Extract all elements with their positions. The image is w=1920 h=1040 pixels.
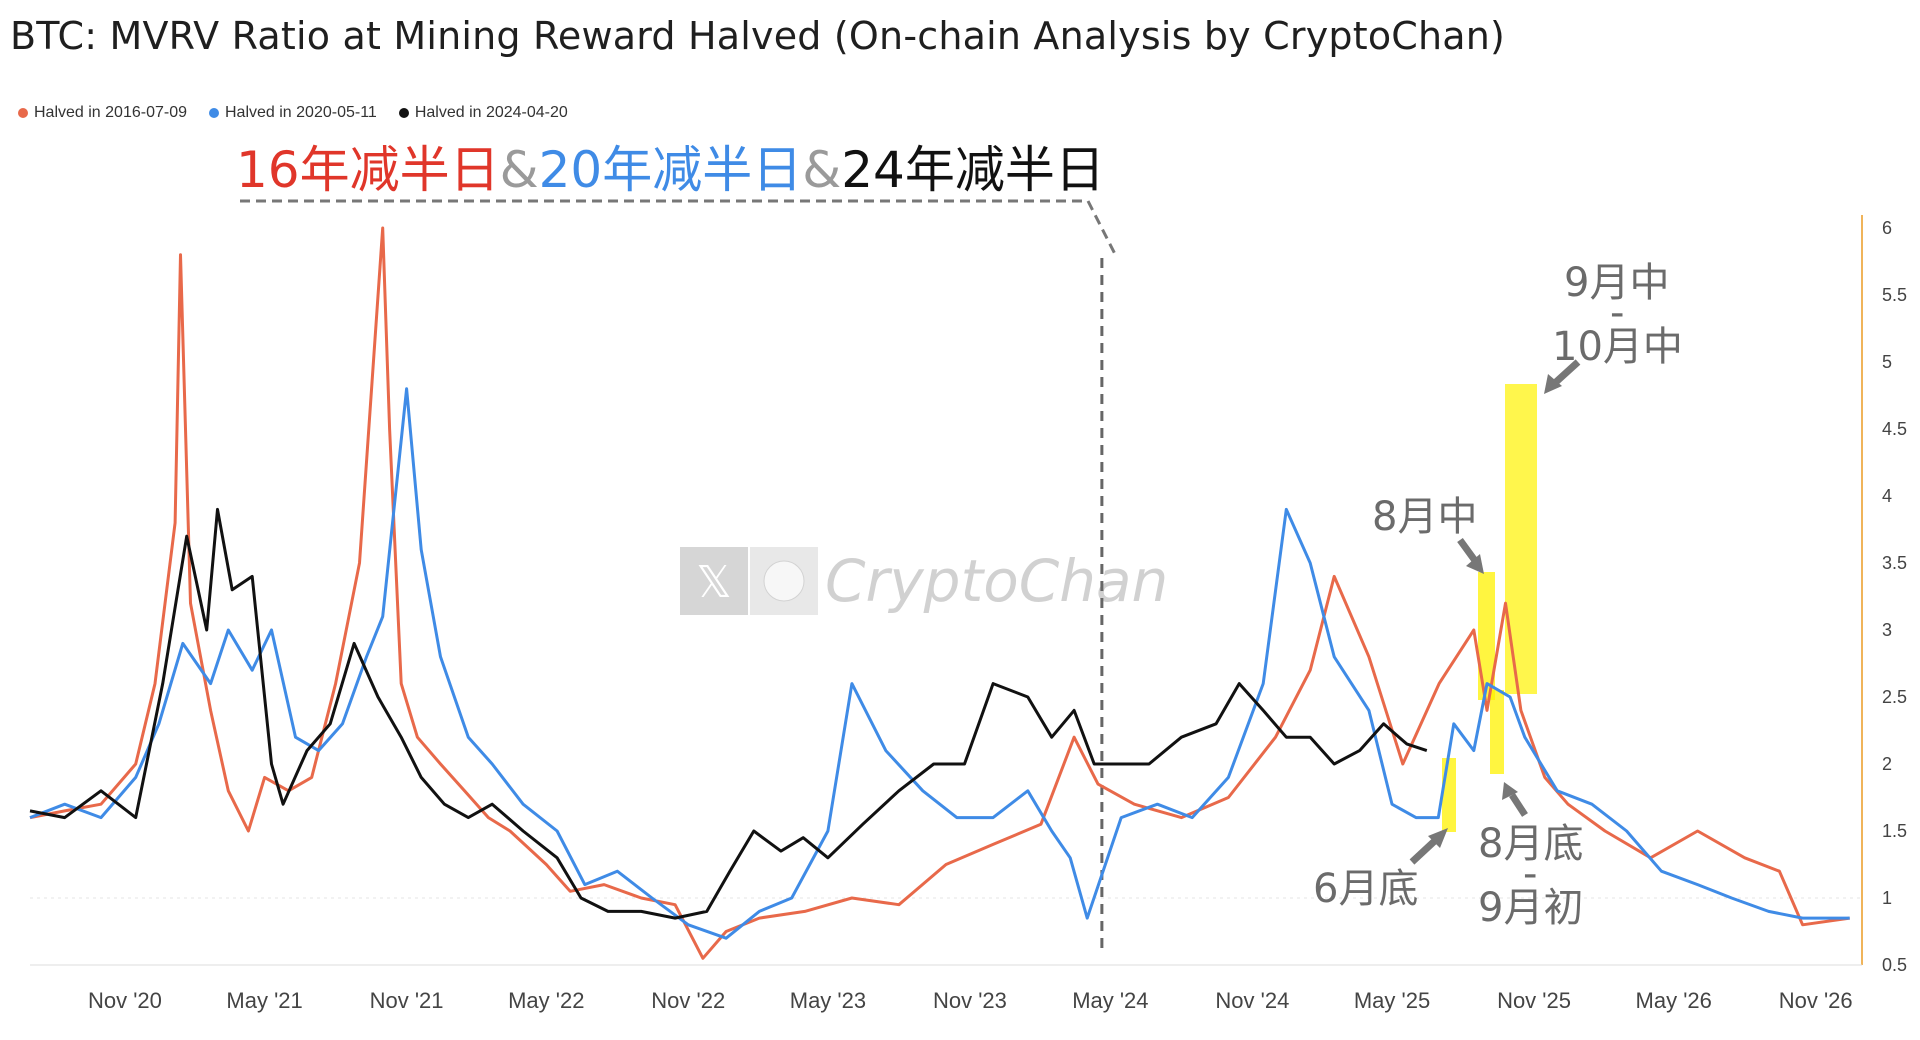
headline-sep: & (802, 141, 841, 199)
legend-item-2016[interactable]: Halved in 2016-07-09 (18, 104, 187, 122)
x-tick-label: Nov '20 (88, 988, 162, 1013)
highlight-late-june (1442, 758, 1456, 832)
x-tick-label: May '26 (1636, 988, 1712, 1013)
x-tick-label: May '24 (1072, 988, 1148, 1013)
legend-dot-icon (209, 108, 219, 118)
x-axis-ticks: Nov '20 May '21 Nov '21 May '22 Nov '22 May '… (88, 988, 1853, 1013)
x-tick-label: Nov '24 (1215, 988, 1289, 1013)
arrowhead-icon (1544, 374, 1562, 394)
legend-label: Halved in 2024-04-20 (414, 104, 568, 121)
annotation-mid-sep-dash: - (1610, 290, 1624, 336)
y-tick-label: 4.5 (1882, 419, 1907, 439)
x-tick-label: May '22 (508, 988, 584, 1013)
y-tick-label: 1.5 (1882, 821, 1907, 841)
arrowhead-icon (1502, 782, 1518, 800)
arrowhead-icon (1428, 828, 1448, 848)
x-tick-label: Nov '21 (370, 988, 444, 1013)
legend-dot-icon (398, 108, 409, 118)
arrow-late-aug (1509, 793, 1528, 817)
y-tick-label: 5.5 (1882, 285, 1907, 305)
y-tick-label: 4 (1882, 486, 1892, 506)
y-tick-label: 2.5 (1882, 687, 1907, 707)
annotation-mid-sep-line1: 9月中 (1564, 260, 1669, 306)
watermark: 𝕏 CryptoChan (680, 547, 1168, 615)
legend-dot-icon (18, 108, 28, 118)
x-tick-label: Nov '25 (1497, 988, 1571, 1013)
legend-label: Halved in 2016-07-09 (34, 104, 187, 121)
y-tick-label: 3 (1882, 620, 1892, 640)
arrow-mid-sep (1553, 359, 1581, 385)
annotation-late-aug-dash: - (1523, 851, 1537, 897)
legend-label: Halved in 2020-05-11 (225, 104, 377, 121)
headline: 16年减半日&20年减半日&24年减半日 (236, 141, 1105, 199)
y-tick-label: 5 (1882, 352, 1892, 372)
annotation-mid-aug: 8月中 (1372, 494, 1477, 540)
headline-2016: 16年减半日 (236, 141, 500, 199)
chart-title: BTC: MVRV Ratio at Mining Reward Halved … (10, 14, 1506, 58)
legend: Halved in 2016-07-09 Halved in 2020-05-1… (18, 104, 568, 122)
x-tick-label: May '25 (1354, 988, 1430, 1013)
x-tick-label: Nov '22 (651, 988, 725, 1013)
y-tick-label: 0.5 (1882, 955, 1907, 975)
x-tick-label: Nov '26 (1779, 988, 1853, 1013)
highlight-late-aug-early-sep (1490, 690, 1504, 774)
x-logo-icon (680, 547, 748, 615)
series-lines (29, 226, 1850, 960)
y-tick-label: 3.5 (1882, 553, 1907, 573)
y-axis-ticks: 0.5 1 1.5 2 2.5 3 3.5 4 4.5 5 5.5 6 (1882, 218, 1907, 975)
headline-2024: 24年减半日 (841, 141, 1105, 199)
highlight-mid-sep-mid-oct (1505, 384, 1537, 694)
annotation-late-june: 6月底 (1313, 866, 1418, 912)
legend-item-2024[interactable]: Halved in 2024-04-20 (398, 104, 568, 122)
arrow-mid-aug (1457, 537, 1479, 565)
x-tick-label: May '23 (790, 988, 866, 1013)
y-tick-label: 2 (1882, 754, 1892, 774)
svg-text:𝕏: 𝕏 (696, 557, 731, 608)
series-line-2024 (29, 507, 1428, 920)
highlight-mid-aug (1478, 572, 1495, 700)
watermark-text: CryptoChan (825, 547, 1168, 615)
x-tick-label: Nov '23 (933, 988, 1007, 1013)
arrowhead-icon (1466, 554, 1484, 574)
y-tick-label: 6 (1882, 218, 1892, 238)
annotation-early-sep-line2: 9月初 (1478, 885, 1583, 931)
headline-sep: & (500, 141, 539, 199)
headline-2020: 20年减半日 (539, 141, 803, 199)
annotations: 6月底 8月中 8月底 - 9月初 9月中 - 10月中 (1313, 260, 1683, 931)
headline-connector (240, 199, 1119, 259)
legend-item-2020[interactable]: Halved in 2020-05-11 (209, 104, 377, 122)
y-tick-label: 1 (1882, 888, 1892, 908)
x-tick-label: May '21 (226, 988, 302, 1013)
highlight-bands (1442, 384, 1537, 832)
annotation-late-aug-line1: 8月底 (1478, 821, 1583, 867)
